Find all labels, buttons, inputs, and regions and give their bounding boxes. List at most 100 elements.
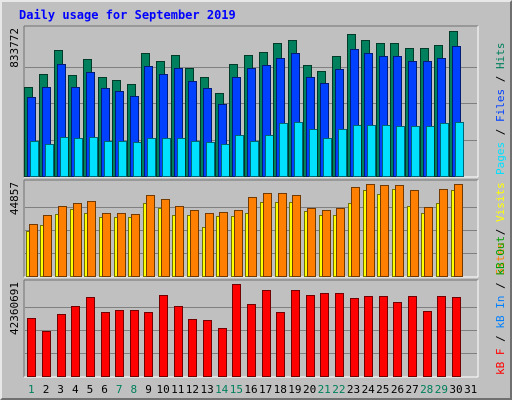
- bar-kb-f-day-14: [218, 328, 227, 377]
- bar-kb-f-day-10: [159, 295, 168, 377]
- bar-sites-day-25: [380, 185, 389, 277]
- bar-kb-f-day-21: [320, 293, 329, 377]
- x-tick-label: 13: [200, 383, 213, 396]
- x-tick-label: 17: [259, 383, 272, 396]
- bar-kb-f-day-25: [379, 296, 388, 377]
- bar-pages-day-11: [177, 138, 186, 177]
- x-tick-label: 31: [464, 383, 477, 396]
- y-max-label: 833772: [8, 28, 21, 68]
- x-tick-label: 10: [156, 383, 169, 396]
- bar-kb-f-day-26: [393, 302, 402, 377]
- x-tick-label: 3: [57, 383, 64, 396]
- bar-pages-day-16: [250, 141, 259, 177]
- bar-sites-day-4: [73, 203, 82, 277]
- bar-sites-day-23: [351, 187, 360, 277]
- bar-pages-day-15: [235, 135, 244, 177]
- bar-kb-f-day-17: [262, 290, 271, 377]
- legend: Pages / Files / Hits: [494, 43, 507, 176]
- bar-pages-day-17: [265, 135, 274, 177]
- panel-kbytes: 42360691 kB F / kB In / kB Out: [8, 236, 507, 378]
- legend-item: Visits: [494, 182, 507, 222]
- bar-sites-day-5: [87, 201, 96, 277]
- bar-kb-f-day-8: [130, 310, 139, 377]
- x-tick-label: 18: [274, 383, 287, 396]
- legend: Sites / Visits: [494, 182, 507, 275]
- legend-item: Files: [494, 89, 507, 122]
- bar-sites-day-26: [395, 185, 404, 277]
- x-tick-label: 6: [101, 383, 108, 396]
- bar-pages-day-28: [426, 126, 435, 177]
- x-tick-label: 4: [72, 383, 79, 396]
- bar-kb-f-day-12: [188, 319, 197, 377]
- bar-kb-f-day-22: [335, 293, 344, 377]
- bar-sites-day-29: [439, 189, 448, 277]
- bar-pages-day-2: [45, 144, 54, 177]
- legend-separator: /: [494, 122, 507, 142]
- x-tick-label: 29: [435, 383, 448, 396]
- bar-pages-day-7: [118, 141, 127, 177]
- x-tick-label: 5: [87, 383, 94, 396]
- bar-sites-day-6: [102, 213, 111, 277]
- x-tick-label: 26: [391, 383, 404, 396]
- x-tick-label: 1: [28, 383, 35, 396]
- bar-pages-day-6: [104, 141, 113, 177]
- bar-sites-day-30: [454, 184, 463, 277]
- bar-kb-f-day-29: [437, 296, 446, 377]
- bar-sites-day-20: [307, 208, 316, 277]
- y-max-label: 44857: [8, 182, 21, 215]
- legend-item: kB In: [494, 296, 507, 329]
- bar-kb-f-day-23: [350, 298, 359, 377]
- legend-separator: /: [494, 69, 507, 89]
- panel-visits-sites: 44857 Sites / Visits: [8, 179, 507, 278]
- chart-panels: 833772 Pages / Files / Hits 44857 Sites / V…: [8, 25, 507, 378]
- legend-separator: /: [494, 276, 507, 296]
- x-tick-label: 16: [244, 383, 257, 396]
- x-axis-labels: 1 2 3 4 5 6 7 8 9 10 11 12 13 14 15 16 17 18 19 20 21 22 23 24 2…: [28, 383, 477, 396]
- x-tick-label: 21: [318, 383, 331, 396]
- bar-sites-day-15: [234, 210, 243, 277]
- bar-pages-day-13: [206, 142, 215, 177]
- bar-pages-day-5: [89, 137, 98, 177]
- x-tick-label: 12: [186, 383, 199, 396]
- bar-pages-day-19: [294, 122, 303, 177]
- bar-sites-day-22: [336, 208, 345, 277]
- bar-sites-day-24: [366, 184, 375, 277]
- x-tick-label: 8: [130, 383, 137, 396]
- bar-sites-day-10: [161, 199, 170, 277]
- legend-item: Hits: [494, 43, 507, 70]
- bar-sites-day-11: [175, 206, 184, 277]
- x-tick-label: 23: [347, 383, 360, 396]
- bar-kb-f-day-5: [86, 297, 95, 377]
- bar-kb-f-day-2: [42, 331, 51, 377]
- bar-kb-f-day-20: [306, 295, 315, 377]
- bar-sites-day-21: [322, 210, 331, 277]
- x-tick-label: 22: [332, 383, 345, 396]
- bar-kb-f-day-1: [27, 318, 36, 377]
- bar-pages-day-10: [162, 138, 171, 177]
- bar-sites-day-1: [29, 224, 38, 277]
- bar-pages-day-26: [396, 126, 405, 177]
- bar-kb-f-day-15: [232, 284, 241, 377]
- bar-kb-f-day-19: [291, 290, 300, 377]
- x-tick-label: 14: [215, 383, 229, 396]
- bar-pages-day-30: [455, 122, 464, 177]
- panel-hits-files-pages: 833772 Pages / Files / Hits: [8, 25, 507, 178]
- legend-separator: /: [494, 222, 507, 242]
- bar-kb-f-day-7: [115, 310, 124, 377]
- legend-separator: /: [494, 329, 507, 349]
- bar-kb-f-day-11: [174, 306, 183, 377]
- bar-pages-day-21: [323, 138, 332, 177]
- legend-item: Pages: [494, 142, 507, 175]
- x-tick-label: 9: [145, 383, 152, 396]
- bar-kb-f-day-13: [203, 320, 212, 377]
- bar-pages-day-22: [338, 129, 347, 177]
- bar-sites-day-7: [117, 213, 126, 277]
- legend-item: kB Out: [494, 236, 507, 276]
- bar-kb-f-day-9: [144, 312, 153, 377]
- bar-pages-day-27: [411, 126, 420, 177]
- x-tick-label: 2: [43, 383, 50, 396]
- legend-item: Sites: [494, 242, 507, 275]
- x-tick-label: 27: [405, 383, 418, 396]
- bar-pages-day-12: [191, 141, 200, 177]
